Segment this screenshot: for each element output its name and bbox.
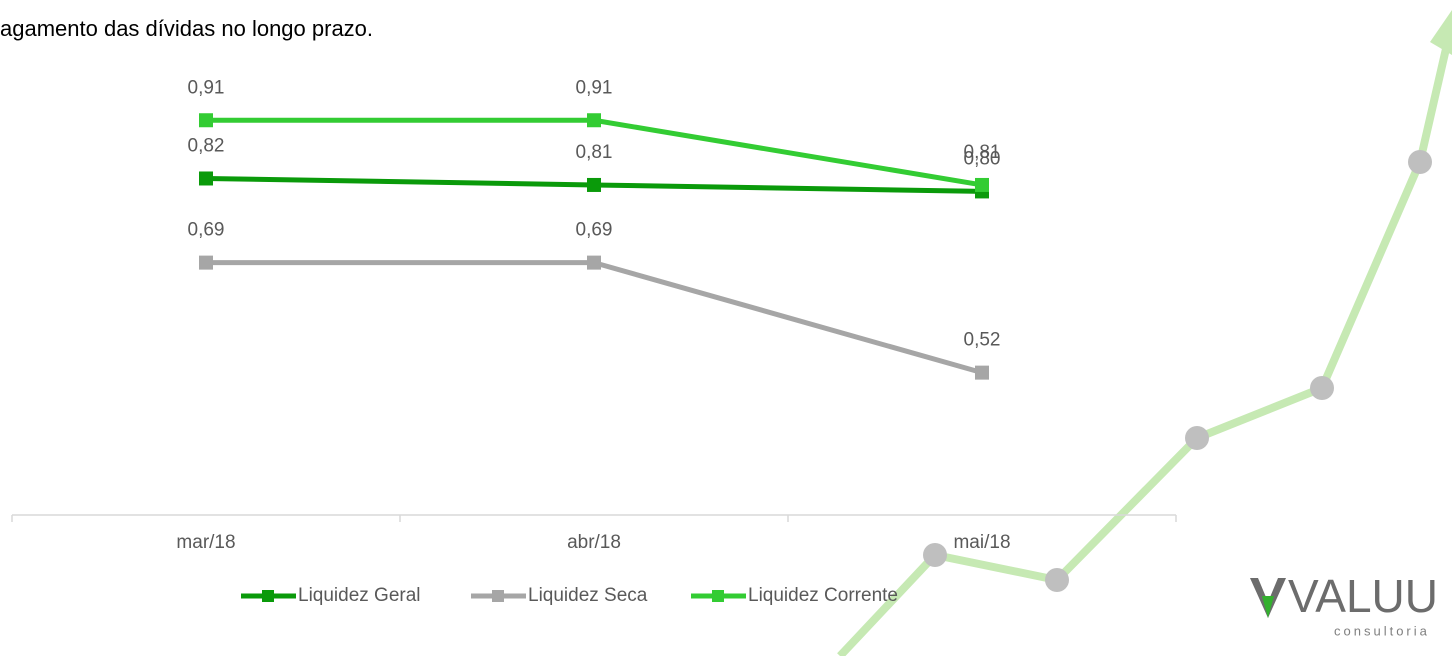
legend-marker (262, 590, 274, 602)
data-label: 0,69 (188, 220, 225, 241)
data-label: 0,52 (964, 330, 1001, 351)
decor-dot (1408, 150, 1432, 174)
logo-name: VALUU (1288, 570, 1438, 622)
data-label: 0,91 (576, 77, 613, 98)
legend-label: Liquidez Corrente (748, 585, 898, 606)
legend-label: Liquidez Seca (528, 585, 648, 606)
data-label: 0,81 (964, 142, 1001, 163)
data-point (975, 178, 989, 192)
chart: agamento das dívidas no longo prazo. VAL… (0, 0, 1452, 656)
legend-marker (492, 590, 504, 602)
decor-dot (923, 543, 947, 567)
data-point (587, 113, 601, 127)
background-decoration (840, 10, 1452, 656)
data-label: 0,69 (576, 220, 613, 241)
decor-dot (1045, 568, 1069, 592)
decor-dot (1310, 376, 1334, 400)
x-tick-label: mai/18 (953, 532, 1010, 553)
data-label: 0,82 (188, 136, 225, 157)
x-tick-label: mar/18 (176, 532, 235, 553)
data-point (587, 178, 601, 192)
x-tick-label: abr/18 (567, 532, 621, 553)
data-point (199, 171, 213, 185)
data-label: 0,81 (576, 142, 613, 163)
logo-tagline: consultoria (1334, 623, 1430, 638)
decor-dot (1185, 426, 1209, 450)
series-line (206, 263, 982, 373)
data-label: 0,91 (188, 77, 225, 98)
document-text: agamento das dívidas no longo prazo. (0, 16, 373, 41)
data-point (199, 113, 213, 127)
page: agamento das dívidas no longo prazo. VAL… (0, 0, 1452, 656)
legend-marker (712, 590, 724, 602)
data-point (199, 256, 213, 270)
legend-label: Liquidez Geral (298, 585, 421, 606)
logo: VALUU consultoria (1250, 570, 1438, 638)
decor-arrow-head (1430, 10, 1452, 55)
data-point (587, 256, 601, 270)
data-point (975, 366, 989, 380)
